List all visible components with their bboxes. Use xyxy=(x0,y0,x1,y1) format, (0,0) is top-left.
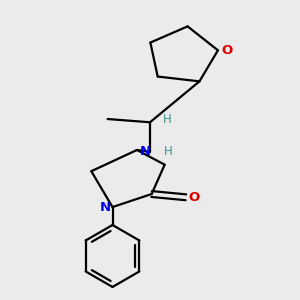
Text: N: N xyxy=(100,201,111,214)
Text: N: N xyxy=(140,145,151,158)
Text: H: H xyxy=(164,145,172,158)
Text: O: O xyxy=(188,191,200,204)
Text: O: O xyxy=(221,44,233,57)
Text: H: H xyxy=(163,112,171,125)
